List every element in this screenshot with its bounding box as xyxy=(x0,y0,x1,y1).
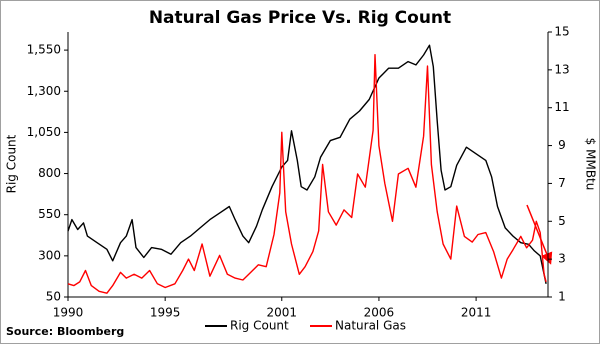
y2-tick-label: 7 xyxy=(558,176,566,190)
y-tick-label: 50 xyxy=(46,290,61,304)
x-tick-label: 2006 xyxy=(364,306,395,320)
y2-tick-label: 11 xyxy=(554,100,569,114)
y2-tick-label: 5 xyxy=(558,214,566,228)
chart-title: Natural Gas Price Vs. Rig Count xyxy=(149,8,451,28)
legend-label: Rig Count xyxy=(230,319,289,333)
x-tick-label: 2001 xyxy=(266,306,297,320)
y-tick-label: 300 xyxy=(38,248,61,262)
y-tick-label: 550 xyxy=(38,207,61,221)
x-tick-label: 1995 xyxy=(150,306,181,320)
y-tick-label: 800 xyxy=(38,166,61,180)
y2-tick-label: 9 xyxy=(558,138,566,152)
legend-label: Natural Gas xyxy=(335,319,406,333)
series-line xyxy=(67,54,547,294)
y2-tick-label: 3 xyxy=(558,252,566,266)
trend-arrow xyxy=(526,204,553,265)
y2-axis-label: $ MMBtu xyxy=(584,138,598,191)
y2-tick-label: 1 xyxy=(558,290,566,304)
y-tick-label: 1,550 xyxy=(27,43,61,57)
y-axis-label: Rig Count xyxy=(5,134,19,193)
y2-tick-label: 15 xyxy=(554,25,569,39)
series-line xyxy=(67,44,547,284)
source-note: Source: Bloomberg xyxy=(6,325,124,338)
y2-tick-label: 13 xyxy=(554,62,569,76)
y-tick-label: 1,050 xyxy=(27,125,61,139)
y-tick-label: 1,300 xyxy=(27,84,61,98)
x-tick-label: 1990 xyxy=(53,306,84,320)
x-tick-label: 2011 xyxy=(461,306,492,320)
